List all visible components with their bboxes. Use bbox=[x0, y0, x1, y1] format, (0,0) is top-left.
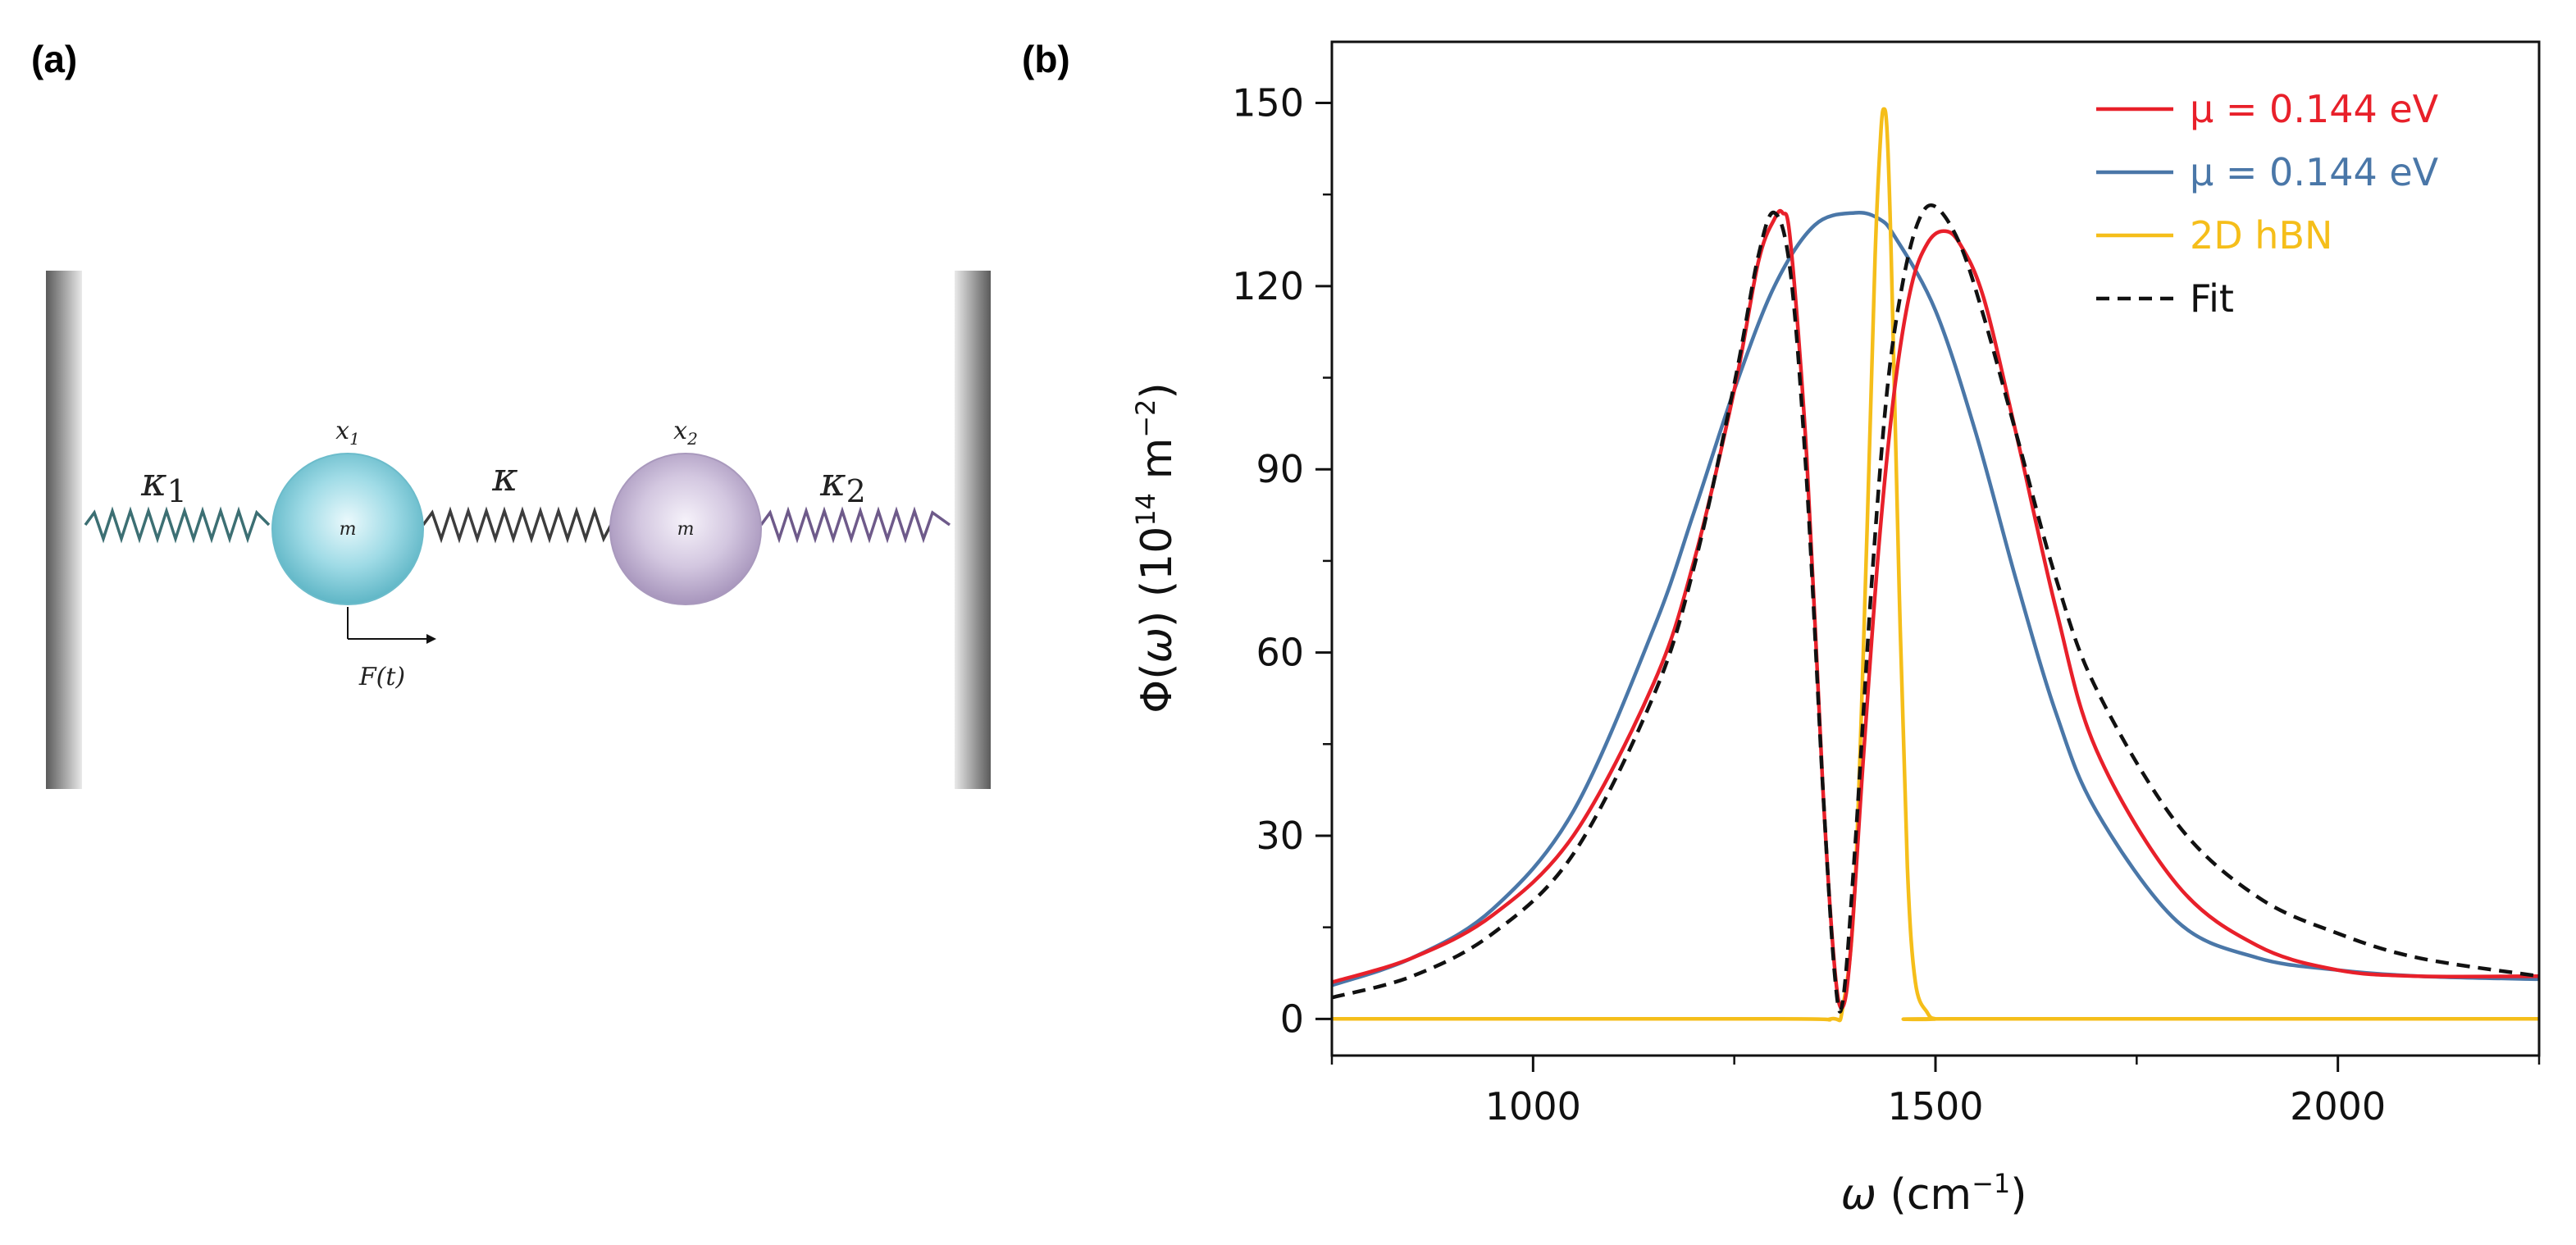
axis-ticks bbox=[1315, 101, 2541, 1072]
y-tick-label: 60 bbox=[1256, 631, 1304, 675]
y-tick-label: 120 bbox=[1232, 264, 1304, 308]
mass-1 bbox=[271, 453, 424, 605]
x-axis-label: ω (cm−1) bbox=[1840, 1168, 2027, 1220]
x1-label: x1 bbox=[335, 417, 360, 449]
mass-2 bbox=[609, 453, 762, 605]
series-hbn-line bbox=[1332, 107, 2539, 1023]
series-blue-mu-legend-label: μ = 0.144 eV bbox=[2190, 150, 2439, 194]
mass-2-label: m bbox=[677, 519, 695, 540]
plot-frame bbox=[1330, 40, 2541, 1057]
y-tick-label: 90 bbox=[1256, 447, 1304, 491]
y-tick-label: 30 bbox=[1256, 814, 1304, 858]
x-tick-label: 2000 bbox=[2290, 1084, 2386, 1129]
right-wall bbox=[955, 271, 991, 789]
series-hbn-legend-label: 2D hBN bbox=[2190, 213, 2332, 258]
middle-spring bbox=[422, 506, 613, 544]
left-spring bbox=[84, 506, 271, 544]
series-fit-line bbox=[1332, 203, 2539, 1014]
series-blue-mu-line bbox=[1332, 210, 2539, 987]
panel-b-chart: (b) 1000 1500 2000 0 30 60 90 120 150 ω (cm−1) Φ… bbox=[1022, 38, 2541, 1220]
right-spring bbox=[759, 506, 951, 544]
y-axis-label: Φ(ω) (1014 m−2) bbox=[1130, 382, 1182, 713]
x-tick-label: 1500 bbox=[1887, 1084, 1983, 1129]
series-fit-legend-label: Fit bbox=[2190, 276, 2234, 321]
left-wall bbox=[46, 271, 82, 789]
series-red-mu-legend-label: μ = 0.144 eV bbox=[2190, 87, 2439, 131]
mass-1-label: m bbox=[340, 519, 357, 540]
legend: μ = 0.144 eV μ = 0.144 eV 2D hBN Fit bbox=[2096, 87, 2439, 321]
kappa-1-label: κ1 bbox=[140, 459, 187, 509]
y-tick-label: 0 bbox=[1280, 996, 1304, 1041]
x-tick-label: 1000 bbox=[1485, 1084, 1581, 1129]
series-layer bbox=[1332, 107, 2539, 1023]
tick-labels: 1000 1500 2000 0 30 60 90 120 150 bbox=[1232, 80, 2386, 1129]
x2-label: x2 bbox=[673, 417, 698, 449]
panel-a-schematic: (a) m m x1 x2 κ1 κ κ2 F(t) bbox=[31, 38, 991, 789]
panel-b-label: (b) bbox=[1022, 38, 1070, 80]
kappa-2-label: κ2 bbox=[819, 459, 866, 509]
kappa-label: κ bbox=[491, 454, 517, 500]
y-tick-label: 150 bbox=[1232, 80, 1304, 125]
panel-a-label: (a) bbox=[31, 38, 77, 80]
force-label: F(t) bbox=[358, 663, 405, 691]
